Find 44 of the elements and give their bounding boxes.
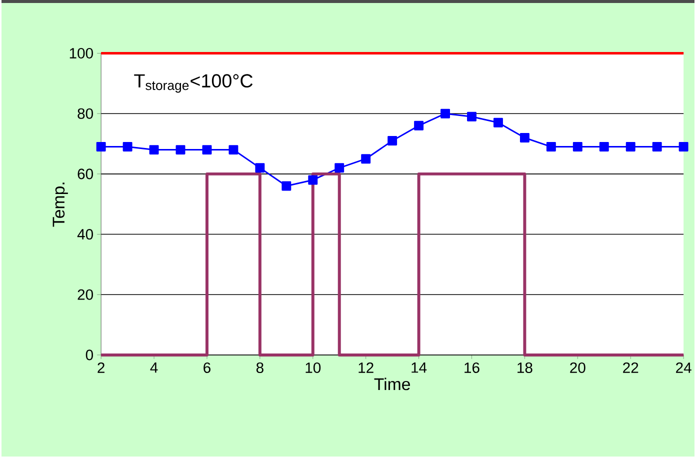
point (96, 142, 106, 152)
x-tick-label: 16 (464, 362, 480, 374)
point (599, 142, 609, 152)
point (334, 163, 344, 173)
point (228, 145, 238, 155)
y-tick-label: 100 (70, 48, 93, 59)
point (308, 175, 318, 185)
annotation: T$_{storage}$<100°C (134, 74, 253, 93)
x-tick-label: 10 (306, 362, 321, 374)
point (149, 145, 159, 155)
point (440, 109, 450, 119)
point (255, 163, 265, 173)
y-tick-label: 60 (78, 168, 93, 180)
y-tick-label: 20 (78, 290, 93, 300)
x-tick-label: 2 (98, 362, 104, 374)
point (626, 142, 636, 152)
x-tick-label: 4 (150, 362, 158, 373)
x-axis-title: Time (374, 378, 410, 390)
point (414, 121, 424, 131)
x-tick-label: 14 (412, 362, 427, 373)
x-tick-label: 24 (676, 362, 692, 374)
point (572, 142, 582, 152)
point (202, 145, 212, 155)
x-tick-label: 8 (256, 362, 264, 374)
x-tick-label: 12 (358, 362, 374, 374)
x-tick-label: 18 (518, 362, 532, 374)
x-tick-label: 20 (570, 362, 586, 374)
point (361, 154, 371, 164)
point (388, 136, 398, 146)
y-axis-title: Temp. (52, 182, 68, 227)
point (546, 142, 556, 152)
point (176, 145, 186, 155)
point (652, 142, 662, 152)
point (282, 182, 292, 191)
point (678, 142, 688, 152)
y-tick-label: 40 (77, 229, 93, 240)
point (520, 133, 530, 143)
point (493, 118, 503, 128)
x-tick-label: 22 (623, 362, 638, 374)
x-tick-label: 6 (204, 362, 210, 374)
point (122, 142, 132, 152)
y-tick-label: 80 (78, 108, 93, 120)
point (467, 112, 476, 122)
y-tick-label: 0 (86, 350, 93, 360)
